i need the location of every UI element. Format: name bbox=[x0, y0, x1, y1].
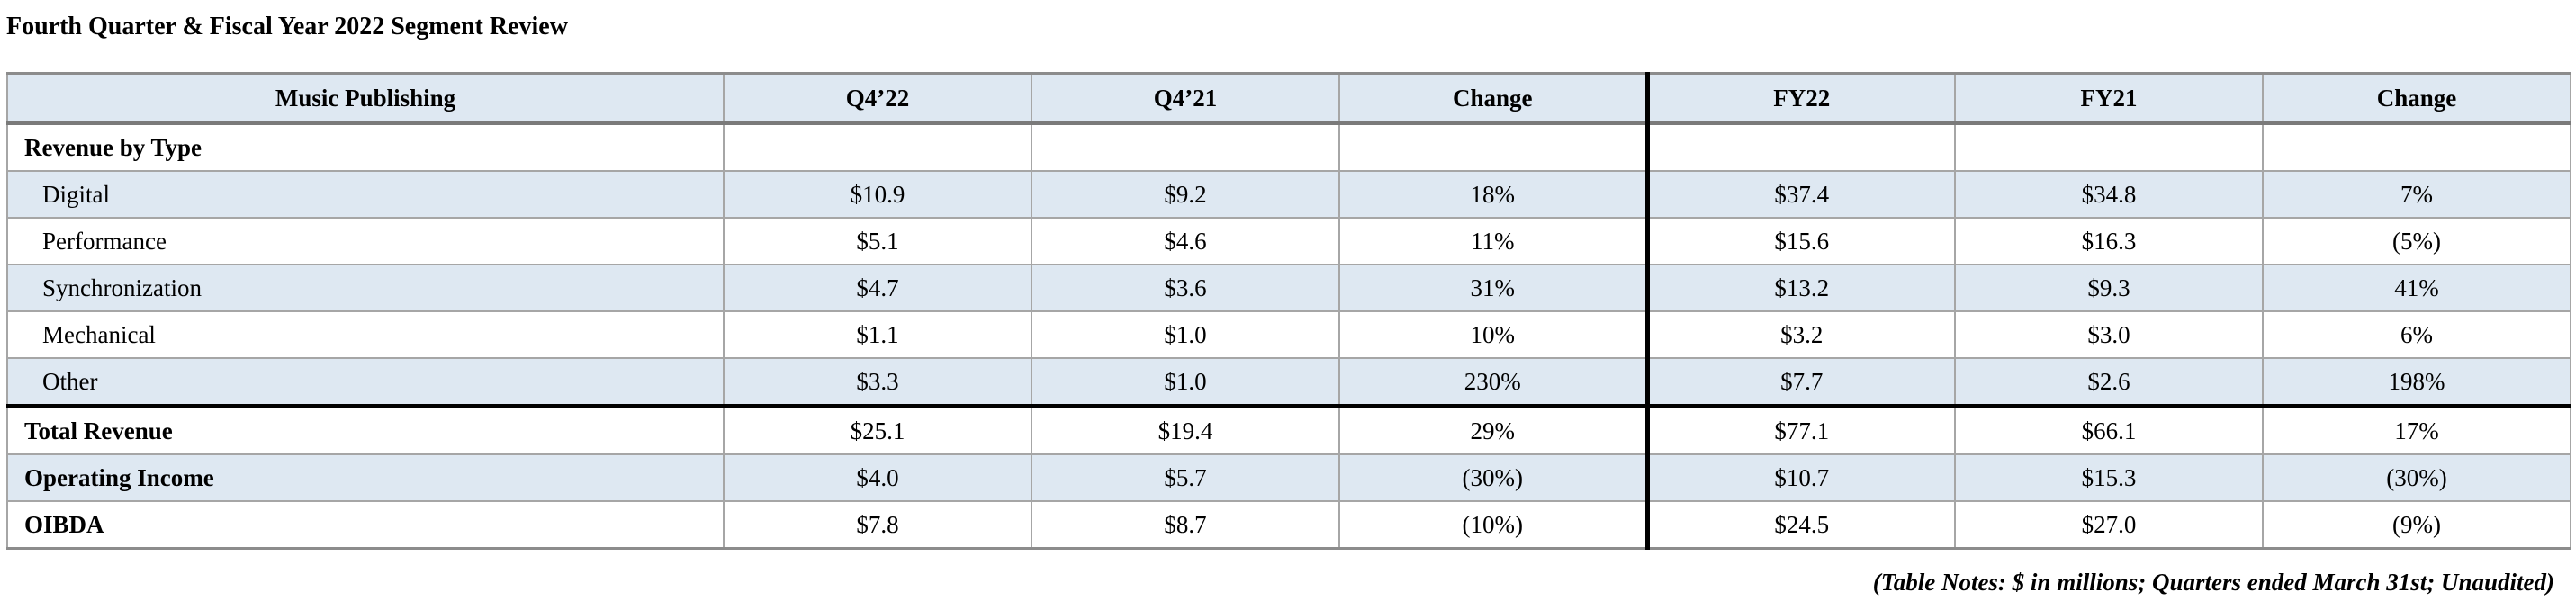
table-cell: $4.7 bbox=[723, 264, 1032, 312]
table-cell: $7.7 bbox=[1646, 357, 1956, 408]
header-quarter-change: Change bbox=[1338, 72, 1650, 125]
table-cell: $1.0 bbox=[1031, 310, 1340, 359]
page-title: Fourth Quarter & Fiscal Year 2022 Segmen… bbox=[6, 13, 568, 40]
table-cell: $1.1 bbox=[723, 310, 1032, 359]
table-cell: $7.8 bbox=[723, 500, 1032, 550]
table-cell: $19.4 bbox=[1031, 404, 1340, 455]
table-cell bbox=[1338, 122, 1650, 172]
table-cell: $5.7 bbox=[1031, 453, 1340, 502]
section-row-revenue-by-type: Revenue by Type bbox=[6, 122, 2571, 172]
table-notes: (Table Notes: $ in millions; Quarters en… bbox=[1872, 569, 2554, 596]
table-cell bbox=[1954, 122, 2264, 172]
table-cell: $5.1 bbox=[723, 217, 1032, 265]
table-cell: $3.0 bbox=[1954, 310, 2264, 359]
table-cell: $4.6 bbox=[1031, 217, 1340, 265]
table-cell: 29% bbox=[1338, 404, 1650, 455]
table-cell: $3.2 bbox=[1646, 310, 1956, 359]
table-cell: 31% bbox=[1338, 264, 1650, 312]
table-cell: (5%) bbox=[2262, 217, 2571, 265]
table-cell: $8.7 bbox=[1031, 500, 1340, 550]
table-cell: (30%) bbox=[2262, 453, 2571, 502]
table-cell: (10%) bbox=[1338, 500, 1650, 550]
table-cell: 41% bbox=[2262, 264, 2571, 312]
table-cell: $9.2 bbox=[1031, 170, 1340, 219]
segment-review-table: Music Publishing Q4’22 Q4’21 Change FY22… bbox=[6, 72, 2571, 550]
table-cell bbox=[723, 122, 1032, 172]
table-cell: (9%) bbox=[2262, 500, 2571, 550]
table-cell: $13.2 bbox=[1646, 264, 1956, 312]
header-fy21: FY21 bbox=[1954, 72, 2264, 125]
table-cell: $15.3 bbox=[1954, 453, 2264, 502]
table-row-mechanical: Mechanical $1.1 $1.0 10% $3.2 $3.0 6% bbox=[6, 310, 2571, 359]
table-cell: 10% bbox=[1338, 310, 1650, 359]
table-row-operating-income: Operating Income $4.0 $5.7 (30%) $10.7 $… bbox=[6, 453, 2571, 502]
table-cell: 18% bbox=[1338, 170, 1650, 219]
header-q4-22: Q4’22 bbox=[723, 72, 1032, 125]
table-cell: $2.6 bbox=[1954, 357, 2264, 408]
table-cell: $77.1 bbox=[1646, 404, 1956, 455]
header-q4-21: Q4’21 bbox=[1031, 72, 1340, 125]
header-fy22: FY22 bbox=[1646, 72, 1956, 125]
header-segment: Music Publishing bbox=[6, 72, 725, 125]
row-label: Synchronization bbox=[6, 264, 725, 312]
table-cell: 198% bbox=[2262, 357, 2571, 408]
table-row-synchronization: Synchronization $4.7 $3.6 31% $13.2 $9.3… bbox=[6, 264, 2571, 312]
table-cell: $15.6 bbox=[1646, 217, 1956, 265]
row-label: Mechanical bbox=[6, 310, 725, 359]
table-cell: $16.3 bbox=[1954, 217, 2264, 265]
table-row-digital: Digital $10.9 $9.2 18% $37.4 $34.8 7% bbox=[6, 170, 2571, 219]
section-label: Revenue by Type bbox=[6, 122, 725, 172]
table-cell: 7% bbox=[2262, 170, 2571, 219]
table-row-oibda: OIBDA $7.8 $8.7 (10%) $24.5 $27.0 (9%) bbox=[6, 500, 2571, 550]
row-label: Total Revenue bbox=[6, 404, 725, 455]
table-row-performance: Performance $5.1 $4.6 11% $15.6 $16.3 (5… bbox=[6, 217, 2571, 265]
table-cell: $37.4 bbox=[1646, 170, 1956, 219]
row-label: Performance bbox=[6, 217, 725, 265]
table-cell: 230% bbox=[1338, 357, 1650, 408]
row-label: Other bbox=[6, 357, 725, 408]
table-cell: $1.0 bbox=[1031, 357, 1340, 408]
row-label: Operating Income bbox=[6, 453, 725, 502]
table-cell: $66.1 bbox=[1954, 404, 2264, 455]
table-row-total-revenue: Total Revenue $25.1 $19.4 29% $77.1 $66.… bbox=[6, 404, 2571, 455]
row-label: OIBDA bbox=[6, 500, 725, 550]
table-cell: $3.6 bbox=[1031, 264, 1340, 312]
table-cell: $9.3 bbox=[1954, 264, 2264, 312]
row-label: Digital bbox=[6, 170, 725, 219]
table-cell bbox=[2262, 122, 2571, 172]
table-cell: $10.7 bbox=[1646, 453, 1956, 502]
table-cell: 11% bbox=[1338, 217, 1650, 265]
table-cell: $34.8 bbox=[1954, 170, 2264, 219]
table-cell: $24.5 bbox=[1646, 500, 1956, 550]
table-cell: $10.9 bbox=[723, 170, 1032, 219]
table-cell bbox=[1031, 122, 1340, 172]
table-cell: $25.1 bbox=[723, 404, 1032, 455]
table-cell bbox=[1646, 122, 1956, 172]
table-cell: (30%) bbox=[1338, 453, 1650, 502]
table-header-row: Music Publishing Q4’22 Q4’21 Change FY22… bbox=[6, 72, 2571, 125]
table-row-other: Other $3.3 $1.0 230% $7.7 $2.6 198% bbox=[6, 357, 2571, 408]
header-year-change: Change bbox=[2262, 72, 2571, 125]
table-cell: $3.3 bbox=[723, 357, 1032, 408]
table-cell: $27.0 bbox=[1954, 500, 2264, 550]
table-cell: 17% bbox=[2262, 404, 2571, 455]
table-cell: 6% bbox=[2262, 310, 2571, 359]
table-cell: $4.0 bbox=[723, 453, 1032, 502]
